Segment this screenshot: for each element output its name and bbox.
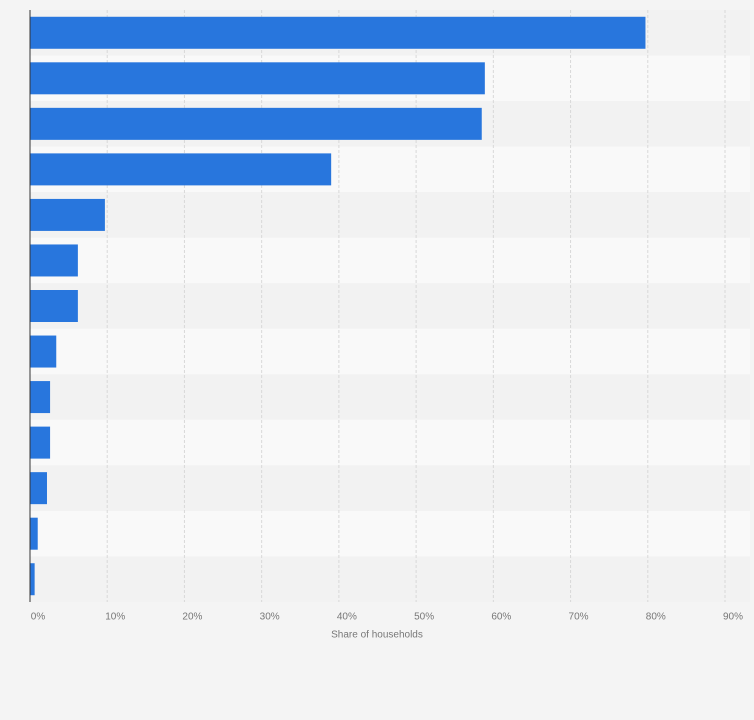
- x-tick-label: 40%: [337, 612, 357, 623]
- bar: [30, 290, 78, 322]
- bar: [30, 16, 646, 49]
- bar: [30, 62, 485, 95]
- bar: [30, 153, 332, 186]
- x-tick-label: 0%: [31, 612, 46, 623]
- x-tick-label: 60%: [491, 612, 511, 623]
- row-stripe: [30, 283, 750, 329]
- bar: [30, 244, 78, 277]
- row-stripe: [30, 556, 750, 602]
- row-stripe: [30, 374, 750, 420]
- x-tick-label: 50%: [414, 612, 434, 623]
- bar: [30, 517, 38, 550]
- bar: [30, 426, 51, 459]
- x-tick-label: 90%: [723, 612, 743, 623]
- bar: [30, 472, 47, 505]
- row-stripe: [30, 237, 750, 284]
- row-stripe: [30, 465, 750, 511]
- bar: [30, 335, 57, 368]
- x-tick-label: 30%: [260, 612, 280, 623]
- row-stripe: [30, 328, 750, 375]
- bar: [30, 381, 51, 414]
- x-axis-label: Share of households: [331, 630, 423, 641]
- x-tick-label: 10%: [105, 612, 125, 623]
- bar: [30, 198, 105, 231]
- row-stripe: [30, 419, 750, 466]
- x-tick-label: 70%: [569, 612, 589, 623]
- x-tick-label: 80%: [646, 612, 666, 623]
- row-stripe: [30, 510, 750, 557]
- row-stripe: [30, 192, 750, 238]
- bar: [30, 107, 482, 140]
- bar: [30, 563, 35, 596]
- x-tick-label: 20%: [182, 612, 202, 623]
